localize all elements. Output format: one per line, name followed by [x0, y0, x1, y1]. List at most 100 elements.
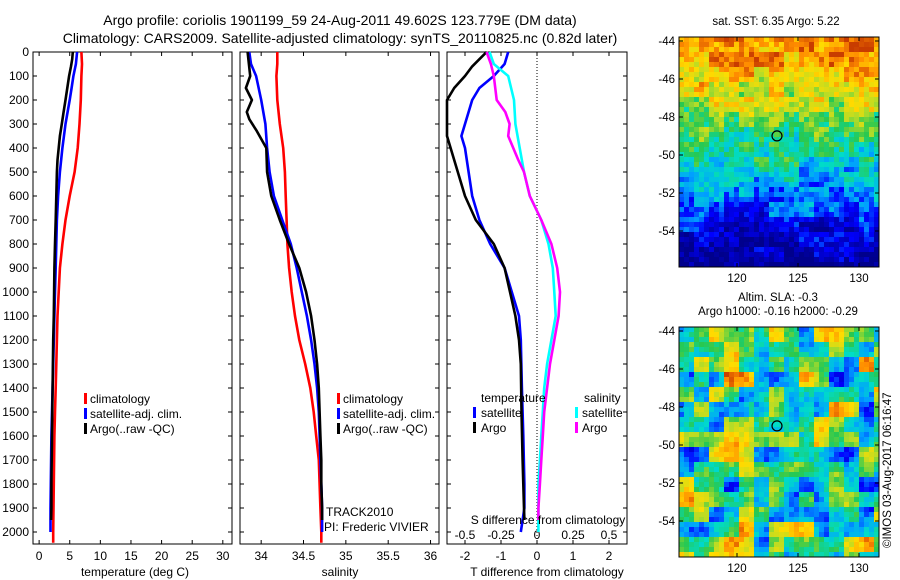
map-cell	[784, 52, 790, 58]
map-cell	[849, 387, 855, 393]
map-cell	[864, 152, 870, 158]
map-cell	[699, 232, 705, 238]
s-diff-tick-label: -0.5	[455, 528, 476, 542]
map-cell	[784, 137, 790, 143]
map-cell	[824, 227, 830, 233]
map-cell	[769, 387, 775, 393]
map-cell	[789, 377, 795, 383]
map-cell	[694, 137, 700, 143]
map-cell	[719, 157, 725, 163]
map-cell	[744, 72, 750, 78]
map-cell	[734, 452, 740, 458]
map-cell	[819, 192, 825, 198]
map-cell	[779, 227, 785, 233]
map-cell	[804, 222, 810, 228]
map-cell	[714, 167, 720, 173]
map-cell	[829, 207, 835, 213]
map-cell	[744, 347, 750, 353]
map-cell	[799, 382, 805, 388]
map-cell	[729, 472, 735, 478]
map-cell	[794, 432, 800, 438]
map-cell	[829, 327, 835, 333]
map-cell	[859, 152, 865, 158]
map-cell	[869, 387, 875, 393]
map-cell	[714, 362, 720, 368]
map-cell	[794, 497, 800, 503]
map-cell	[679, 177, 685, 183]
map-cell	[709, 412, 715, 418]
map-cell	[794, 507, 800, 513]
map-cell	[744, 462, 750, 468]
map-cell	[684, 547, 690, 553]
map-cell	[774, 47, 780, 53]
map-cell	[759, 187, 765, 193]
map-cell	[869, 452, 875, 458]
map-cell	[849, 107, 855, 113]
map-cell	[784, 122, 790, 128]
map-cell	[774, 452, 780, 458]
map-cell	[759, 62, 765, 68]
map-cell	[854, 112, 860, 118]
map-cell	[709, 187, 715, 193]
map-cell	[844, 422, 850, 428]
map-cell	[874, 362, 880, 368]
pi-label: PI: Frederic VIVIER	[324, 520, 429, 534]
map-cell	[809, 452, 815, 458]
map-cell	[874, 257, 880, 263]
map-cell	[744, 402, 750, 408]
map-cell	[774, 337, 780, 343]
map-cell	[859, 397, 865, 403]
map-cell	[844, 197, 850, 203]
map-cell	[714, 527, 720, 533]
map-cell	[839, 417, 845, 423]
map-cell	[729, 237, 735, 243]
map-cell	[814, 172, 820, 178]
map-cell	[804, 242, 810, 248]
map-cell	[874, 192, 880, 198]
map-cell	[789, 227, 795, 233]
map-cell	[859, 457, 865, 463]
map-cell	[749, 352, 755, 358]
map-cell	[734, 332, 740, 338]
lat-tick-label: -52	[658, 188, 675, 200]
map-cell	[849, 202, 855, 208]
map-cell	[774, 197, 780, 203]
map-cell	[679, 507, 685, 513]
map-cell	[819, 542, 825, 548]
map-cell	[814, 42, 820, 48]
map-cell	[704, 172, 710, 178]
map-cell	[769, 397, 775, 403]
map-cell	[779, 47, 785, 53]
map-cell	[714, 432, 720, 438]
map-cell	[694, 462, 700, 468]
map-cell	[699, 362, 705, 368]
map-cell	[714, 437, 720, 443]
map-cell	[694, 107, 700, 113]
map-cell	[759, 462, 765, 468]
map-cell	[699, 422, 705, 428]
map-cell	[809, 542, 815, 548]
map-cell	[689, 137, 695, 143]
map-cell	[779, 332, 785, 338]
map-cell	[704, 197, 710, 203]
map-cell	[804, 417, 810, 423]
map-cell	[769, 512, 775, 518]
map-cell	[739, 102, 745, 108]
map-cell	[714, 77, 720, 83]
map-cell	[824, 412, 830, 418]
map-cell	[779, 102, 785, 108]
map-cell	[744, 127, 750, 133]
map-cell	[694, 122, 700, 128]
map-cell	[679, 147, 685, 153]
map-cell	[844, 222, 850, 228]
map-cell	[809, 137, 815, 143]
map-cell	[744, 492, 750, 498]
map-cell	[704, 167, 710, 173]
map-cell	[749, 447, 755, 453]
map-cell	[719, 342, 725, 348]
map-cell	[839, 42, 845, 48]
map-cell	[754, 242, 760, 248]
map-cell	[689, 117, 695, 123]
map-cell	[759, 477, 765, 483]
map-cell	[734, 377, 740, 383]
